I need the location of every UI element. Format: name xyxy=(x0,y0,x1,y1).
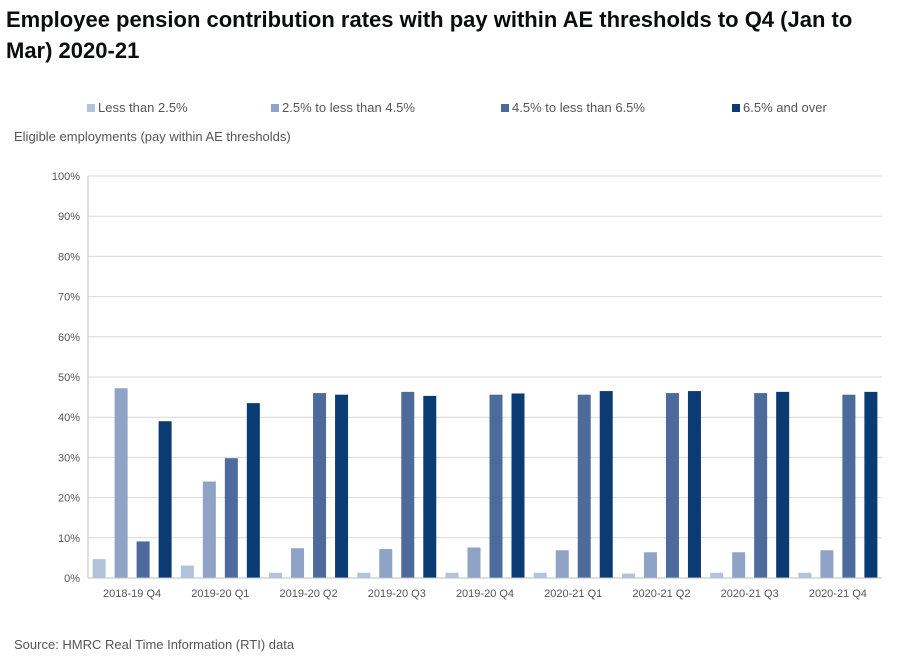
bar xyxy=(357,572,371,578)
legend-swatch xyxy=(87,103,95,112)
legend-label: 4.5% to less than 6.5% xyxy=(512,100,645,115)
bar xyxy=(489,394,503,578)
bar xyxy=(467,547,481,578)
x-tick-label: 2019-20 Q3 xyxy=(368,588,426,600)
bar xyxy=(313,393,327,578)
legend-label: 6.5% and over xyxy=(743,100,827,115)
bar xyxy=(445,572,459,578)
legend-item-less-than-2-5: Less than 2.5% xyxy=(87,100,188,115)
bar xyxy=(136,541,150,578)
y-tick-label: 80% xyxy=(58,251,80,263)
legend-item-4-5-to-6-5: 4.5% to less than 6.5% xyxy=(501,100,645,115)
x-tick-label: 2020-21 Q1 xyxy=(544,588,602,600)
bar xyxy=(754,393,768,578)
bar xyxy=(92,559,106,578)
chart-title: Employee pension contribution rates with… xyxy=(6,7,853,63)
bar xyxy=(577,394,591,578)
bar xyxy=(643,552,657,578)
y-tick-label: 70% xyxy=(58,292,80,304)
bar xyxy=(335,394,349,578)
x-tick-label: 2020-21 Q4 xyxy=(809,588,867,600)
bar xyxy=(665,393,679,578)
y-tick-label: 30% xyxy=(58,452,80,464)
x-tick-label: 2018-19 Q4 xyxy=(103,588,161,600)
legend-swatch xyxy=(501,103,509,112)
y-tick-label: 0% xyxy=(64,573,80,585)
bar xyxy=(511,393,525,578)
bar xyxy=(246,403,260,578)
legend-swatch xyxy=(271,103,279,112)
bar xyxy=(732,552,746,578)
bar xyxy=(269,572,283,578)
y-tick-label: 40% xyxy=(58,412,80,424)
bar xyxy=(158,421,172,578)
source-note: Source: HMRC Real Time Information (RTI)… xyxy=(14,637,295,652)
x-tick-label: 2019-20 Q1 xyxy=(191,588,249,600)
bar xyxy=(776,391,790,578)
legend-swatch xyxy=(732,103,740,112)
bar xyxy=(864,391,878,578)
bar xyxy=(599,391,613,578)
bar xyxy=(379,549,393,578)
bar xyxy=(820,550,834,578)
bar xyxy=(842,394,856,578)
bar xyxy=(114,388,128,578)
y-tick-label: 60% xyxy=(58,332,80,344)
y-tick-label: 20% xyxy=(58,493,80,505)
bar xyxy=(291,548,305,578)
bar xyxy=(710,572,724,578)
y-tick-label: 100% xyxy=(52,171,80,183)
legend-item-2-5-to-4-5: 2.5% to less than 4.5% xyxy=(271,100,415,115)
y-tick-label: 50% xyxy=(58,372,80,384)
bar xyxy=(202,481,216,578)
x-tick-label: 2020-21 Q3 xyxy=(721,588,779,600)
y-axis-label: Eligible employments (pay within AE thre… xyxy=(14,129,291,144)
bar xyxy=(533,572,547,578)
bar xyxy=(687,391,701,578)
chart-legend: Less than 2.5% 2.5% to less than 4.5% 4.… xyxy=(0,100,903,120)
bar xyxy=(798,572,812,578)
y-tick-label: 90% xyxy=(58,211,80,223)
x-tick-label: 2019-20 Q2 xyxy=(280,588,338,600)
x-tick-label: 2019-20 Q4 xyxy=(456,588,514,600)
legend-label: 2.5% to less than 4.5% xyxy=(282,100,415,115)
bar xyxy=(423,395,437,578)
legend-label: Less than 2.5% xyxy=(98,100,188,115)
bar xyxy=(401,391,415,578)
y-tick-label: 10% xyxy=(58,533,80,545)
bar xyxy=(224,458,238,578)
bar xyxy=(180,565,194,578)
legend-item-6-5-and-over: 6.5% and over xyxy=(732,100,827,115)
bar xyxy=(621,573,635,578)
x-tick-label: 2020-21 Q2 xyxy=(632,588,690,600)
bar xyxy=(555,550,569,578)
